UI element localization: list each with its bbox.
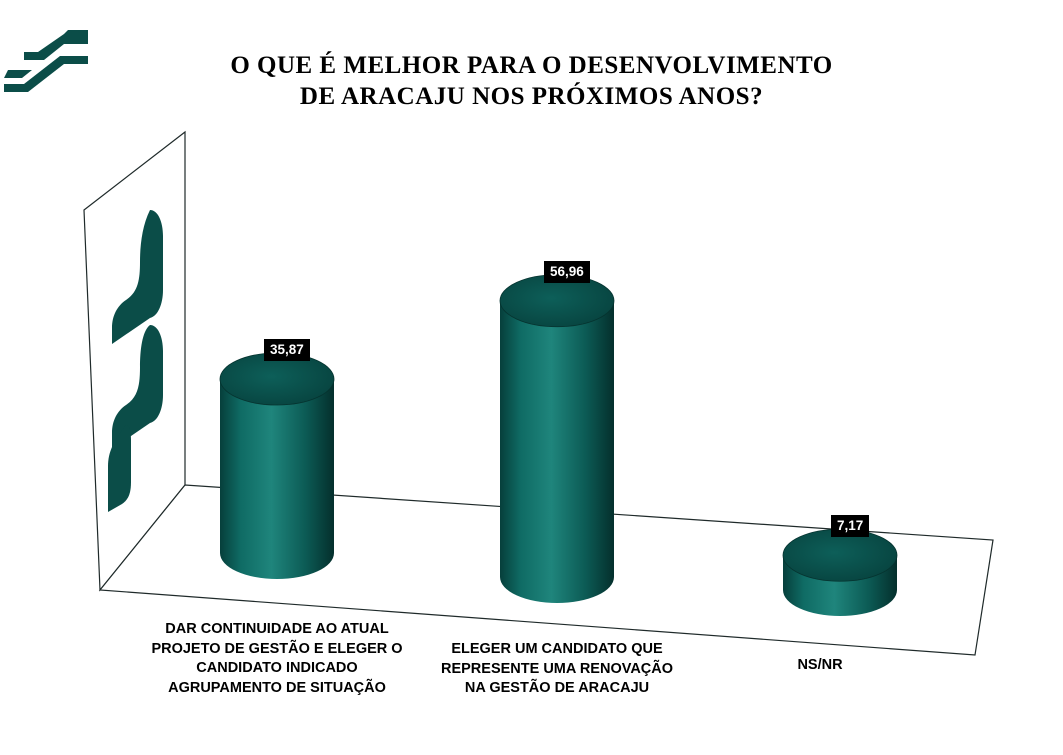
bars-group — [219, 274, 898, 616]
category-label-2-line: ELEGER UM CANDIDATO QUE — [451, 641, 663, 657]
data-label-3: 7,17 — [831, 515, 870, 538]
category-label-1-line: DAR CONTINUIDADE AO ATUAL — [165, 621, 389, 637]
category-label-1: DAR CONTINUIDADE AO ATUAL PROJETO DE GEST… — [142, 620, 412, 698]
bar-1-body — [220, 379, 334, 579]
category-label-3: NS/NR — [740, 656, 900, 676]
category-label-2-line: NA GESTÃO DE ARACAJU — [464, 680, 650, 696]
bar-1 — [219, 352, 335, 579]
data-label-2: 56,96 — [544, 260, 590, 283]
bar-2 — [499, 274, 615, 603]
category-label-1-line: PROJETO DE GESTÃO E ELEGER O — [151, 640, 403, 657]
category-label-2: ELEGER UM CANDIDATO QUE REPRESENTE UMA RE… — [422, 640, 692, 699]
chart-title-line-2: DE ARACAJU NOS PRÓXIMOS ANOS? — [299, 83, 764, 110]
chart-title: O QUE É MELHOR PARA O DESENVOLVIMENTO DE… — [140, 50, 923, 112]
brand-logo-icon — [4, 30, 88, 92]
category-label-1-line: AGRUPAMENTO DE SITUAÇÃO — [168, 679, 386, 696]
bar-2-body — [500, 300, 614, 603]
category-label-1-line: CANDIDATO INDICADO — [196, 660, 358, 676]
category-label-2-line: REPRESENTE UMA RENOVAÇÃO — [440, 660, 674, 677]
chart-title-line-1: O QUE É MELHOR PARA O DESENVOLVIMENTO — [230, 52, 833, 79]
data-label-1: 35,87 — [264, 339, 310, 362]
bar-3-body — [783, 555, 897, 616]
wall-logo-icon — [108, 210, 163, 512]
bar-3 — [782, 528, 898, 616]
category-label-3-line: NS/NR — [797, 657, 843, 673]
